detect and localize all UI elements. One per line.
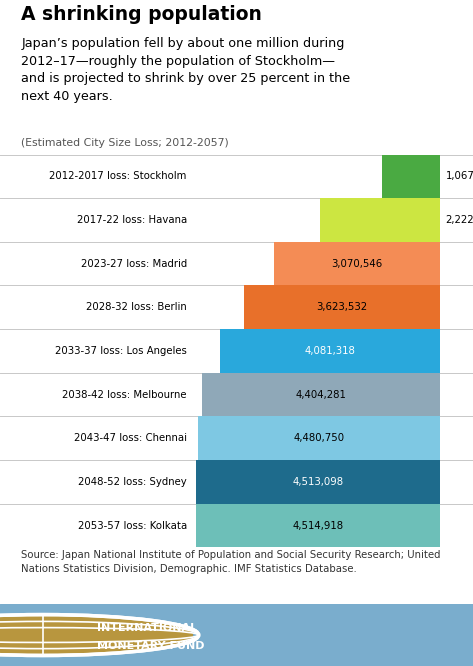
Text: 2,222,131: 2,222,131 <box>446 215 473 225</box>
Bar <box>274 242 440 286</box>
Text: 4,404,281: 4,404,281 <box>296 390 347 400</box>
Text: 3,070,546: 3,070,546 <box>332 258 383 268</box>
Bar <box>198 416 440 460</box>
Text: 2033-37 loss: Los Angeles: 2033-37 loss: Los Angeles <box>55 346 187 356</box>
Bar <box>219 329 440 373</box>
Text: A shrinking population: A shrinking population <box>21 5 262 23</box>
Bar <box>245 286 440 329</box>
Bar <box>320 198 440 242</box>
Text: MONETARY FUND: MONETARY FUND <box>97 641 204 651</box>
Text: 2023-27 loss: Madrid: 2023-27 loss: Madrid <box>80 258 187 268</box>
Text: 4,480,750: 4,480,750 <box>293 434 344 444</box>
Bar <box>196 503 440 547</box>
Text: 2017-22 loss: Havana: 2017-22 loss: Havana <box>77 215 187 225</box>
Text: 2038-42 loss: Melbourne: 2038-42 loss: Melbourne <box>62 390 187 400</box>
Text: INTERNATIONAL: INTERNATIONAL <box>97 623 197 633</box>
Bar <box>196 460 440 503</box>
Text: 3,623,532: 3,623,532 <box>316 302 368 312</box>
Text: 2048-52 loss: Sydney: 2048-52 loss: Sydney <box>78 477 187 487</box>
Text: 2028-32 loss: Berlin: 2028-32 loss: Berlin <box>86 302 187 312</box>
Text: 4,513,098: 4,513,098 <box>293 477 344 487</box>
Text: 2043-47 loss: Chennai: 2043-47 loss: Chennai <box>74 434 187 444</box>
Text: Japan’s population fell by about one million during
2012–17—roughly the populati: Japan’s population fell by about one mil… <box>21 37 350 103</box>
Text: 1,067,630: 1,067,630 <box>446 171 473 181</box>
Text: (Estimated City Size Loss; 2012-2057): (Estimated City Size Loss; 2012-2057) <box>21 139 229 149</box>
Text: 2012-2017 loss: Stockholm: 2012-2017 loss: Stockholm <box>50 171 187 181</box>
Bar <box>382 155 440 198</box>
Text: Source: Japan National Institute of Population and Social Security Research; Uni: Source: Japan National Institute of Popu… <box>21 550 441 574</box>
Bar <box>202 373 440 416</box>
Circle shape <box>0 615 193 655</box>
Text: 4,514,918: 4,514,918 <box>292 521 344 531</box>
Text: 2053-57 loss: Kolkata: 2053-57 loss: Kolkata <box>78 521 187 531</box>
Text: 4,081,318: 4,081,318 <box>304 346 355 356</box>
